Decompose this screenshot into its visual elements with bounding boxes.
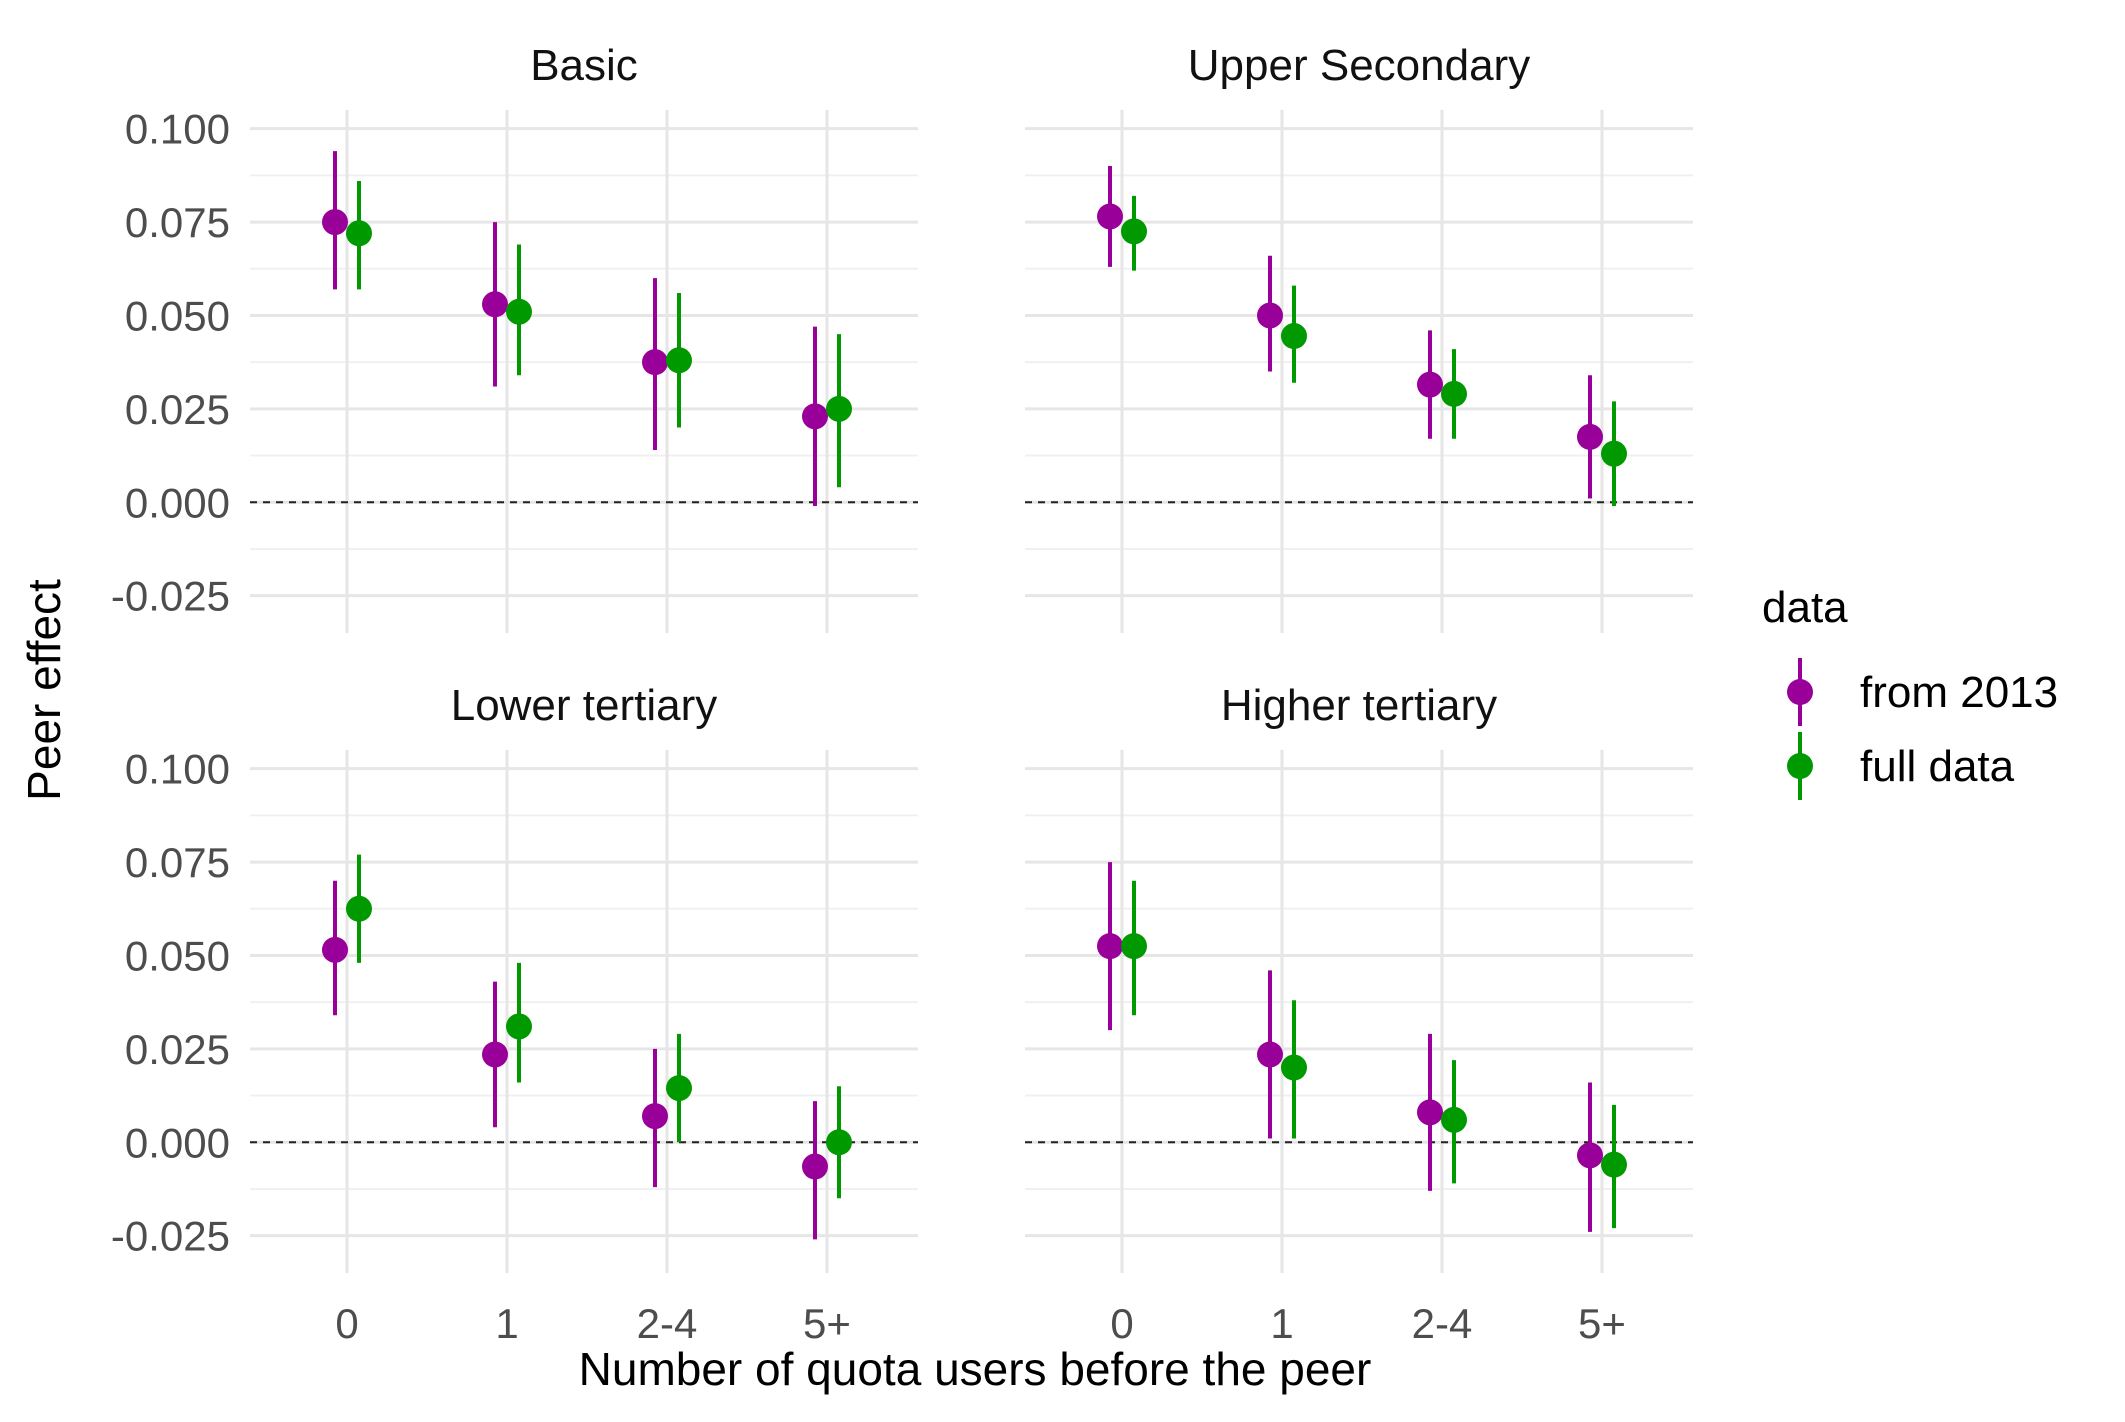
data-point	[482, 291, 508, 318]
data-point	[1601, 1151, 1627, 1178]
data-point	[826, 395, 852, 422]
data-point	[1097, 203, 1123, 230]
data-point	[1121, 218, 1147, 245]
data-point	[666, 347, 692, 374]
data-point	[482, 1041, 508, 1068]
y-tick-label: -0.025	[111, 1213, 230, 1260]
data-point	[1577, 423, 1603, 450]
x-axis-title: Number of quota users before the peer	[579, 1343, 1372, 1395]
x-tick-label: 2-4	[1412, 1300, 1473, 1347]
y-tick-label: 0.000	[125, 1119, 230, 1166]
y-tick-label: 0.025	[125, 1026, 230, 1073]
data-point	[666, 1075, 692, 1102]
panel-title: Basic	[530, 41, 638, 90]
y-axis-title: Peer effect	[18, 579, 70, 801]
data-point	[826, 1129, 852, 1156]
data-point	[1257, 302, 1283, 329]
panel-title: Higher tertiary	[1221, 681, 1497, 730]
x-tick-label: 0	[1110, 1300, 1133, 1347]
data-point	[322, 209, 348, 236]
legend-title: data	[1762, 583, 1848, 632]
data-point	[506, 298, 532, 325]
data-point	[1441, 1106, 1467, 1133]
y-tick-label: 0.075	[125, 839, 230, 886]
legend-label: full data	[1860, 742, 2015, 791]
y-tick-label: 0.025	[125, 386, 230, 433]
legend-key-point	[1787, 679, 1813, 705]
y-tick-label: -0.025	[111, 573, 230, 620]
data-point	[1257, 1041, 1283, 1068]
data-point	[1121, 933, 1147, 960]
data-point	[1097, 933, 1123, 960]
x-tick-label: 5+	[803, 1300, 851, 1347]
data-point	[1577, 1142, 1603, 1169]
data-point	[1417, 371, 1443, 398]
y-tick-label: 0.100	[125, 106, 230, 153]
data-point	[1441, 380, 1467, 407]
data-point	[642, 1103, 668, 1130]
x-tick-label: 0	[335, 1300, 358, 1347]
data-point	[1601, 440, 1627, 467]
y-tick-label: 0.050	[125, 932, 230, 979]
y-tick-label: 0.075	[125, 199, 230, 246]
data-point	[1281, 323, 1307, 350]
data-point	[1281, 1054, 1307, 1081]
x-tick-label: 2-4	[637, 1300, 698, 1347]
data-point	[802, 1153, 828, 1180]
x-tick-label: 5+	[1578, 1300, 1626, 1347]
x-tick-label: 1	[1270, 1300, 1293, 1347]
data-point	[642, 349, 668, 376]
panel-title: Lower tertiary	[451, 681, 718, 730]
data-point	[1417, 1099, 1443, 1126]
data-point	[506, 1013, 532, 1040]
legend-key-point	[1787, 753, 1813, 779]
data-point	[802, 403, 828, 430]
x-tick-label: 1	[495, 1300, 518, 1347]
y-tick-label: 0.000	[125, 479, 230, 526]
data-point	[346, 220, 372, 247]
data-point	[322, 936, 348, 963]
y-tick-label: 0.050	[125, 292, 230, 339]
y-tick-label: 0.100	[125, 746, 230, 793]
legend-label: from 2013	[1860, 668, 2058, 717]
panel-title: Upper Secondary	[1188, 41, 1530, 90]
data-point	[346, 895, 372, 922]
